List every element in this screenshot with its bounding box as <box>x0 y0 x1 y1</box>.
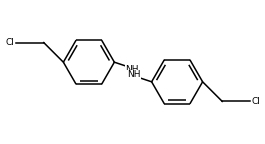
Text: NH: NH <box>125 65 139 74</box>
Text: Cl: Cl <box>252 97 260 106</box>
Text: Cl: Cl <box>6 38 14 47</box>
Text: NH: NH <box>127 70 141 79</box>
